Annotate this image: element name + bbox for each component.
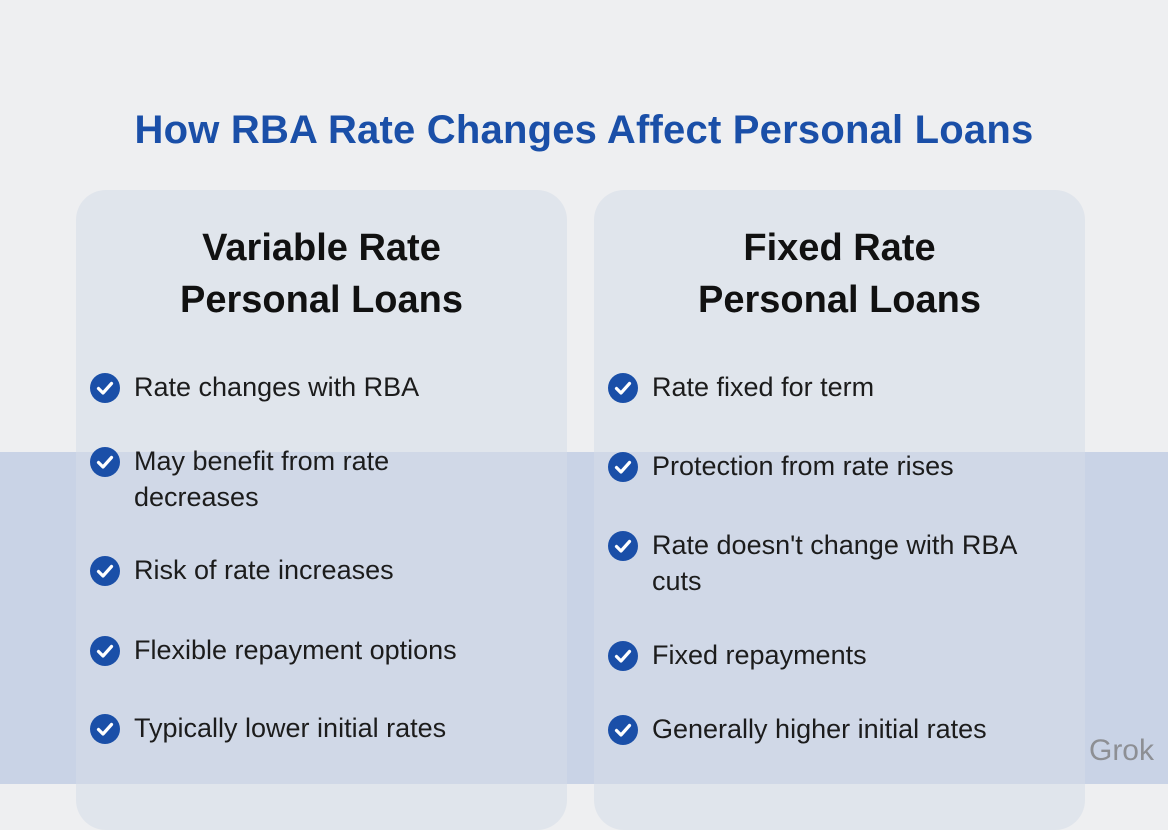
title: How RBA Rate Changes Affect Personal Loa… (134, 108, 1034, 152)
check-icon (608, 452, 638, 482)
list-item: Fixed repayments (652, 640, 867, 670)
check-icon (608, 531, 638, 561)
heading-line: Variable Rate (202, 227, 441, 269)
card-heading: Variable Rate Personal Loans (76, 222, 567, 326)
check-icon (90, 447, 120, 477)
check-icon (608, 715, 638, 745)
list-item: Rate fixed for term (652, 372, 875, 402)
card-heading: Fixed Rate Personal Loans (594, 222, 1085, 326)
card-fixed: Fixed Rate Personal Loans Rate fixed for t… (594, 190, 1085, 830)
list-item: Typically lower initial rates (134, 713, 447, 743)
list-item: May benefit from rate decreases (134, 446, 390, 512)
check-icon (90, 636, 120, 666)
list-item: Risk of rate increases (134, 555, 394, 585)
list-item: Protection from rate rises (652, 451, 954, 481)
check-icon (608, 641, 638, 671)
heading-line: Personal Loans (180, 279, 463, 321)
list-item: Flexible repayment options (134, 635, 457, 665)
list-item: Generally higher initial rates (652, 714, 987, 744)
check-icon (90, 556, 120, 586)
heading-line: Personal Loans (698, 279, 981, 321)
list-item: Rate doesn't change with RBA cuts (652, 530, 1016, 596)
list-item: Rate changes with RBA (134, 372, 420, 402)
card-variable: Variable Rate Personal Loans Rate changes … (76, 190, 567, 830)
heading-line: Fixed Rate (743, 227, 936, 269)
watermark: Grok (1088, 734, 1154, 767)
check-icon (90, 714, 120, 744)
check-icon (608, 373, 638, 403)
check-icon (90, 373, 120, 403)
